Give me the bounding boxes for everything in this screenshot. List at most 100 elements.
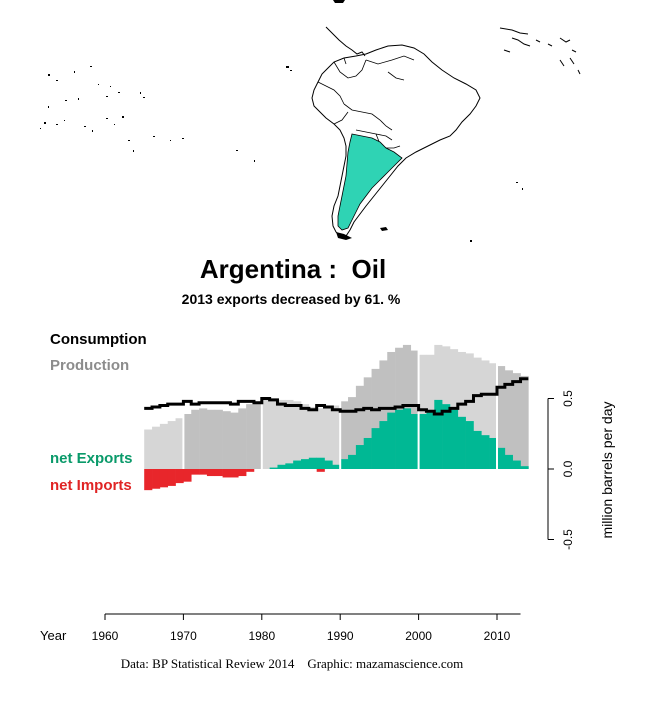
production-bar: [301, 404, 310, 469]
chart-title: Argentina : Oil: [200, 254, 386, 284]
production-bar: [238, 408, 247, 469]
net-imports-bar: [183, 469, 192, 482]
production-bar: [379, 360, 388, 469]
production-bar: [465, 353, 474, 469]
production-bar: [167, 421, 176, 469]
production-bar: [152, 426, 161, 469]
net-imports-bar: [175, 469, 184, 484]
production-bar: [293, 401, 302, 469]
net-imports-bar: [246, 469, 255, 472]
net-exports-bar: [473, 430, 482, 469]
production-bar: [520, 375, 529, 469]
production-bar: [285, 399, 294, 469]
x-axis: 1960 1970 1980 1990 2000 2010: [92, 613, 521, 643]
y-tick-label: 0.5: [561, 390, 575, 407]
net-exports-bar: [324, 460, 333, 469]
chart-subtitle: 2013 exports decreased by 61. %: [182, 291, 401, 307]
net-exports-bar: [379, 421, 388, 469]
net-exports-bar: [277, 464, 286, 469]
net-exports-bar: [418, 414, 427, 469]
net-imports-bar: [144, 469, 153, 491]
production-bar: [418, 354, 427, 469]
production-bar: [489, 363, 498, 469]
top-title-fragment: [333, 0, 345, 3]
production-bar: [222, 411, 231, 469]
production-bar: [206, 409, 216, 469]
legend-consumption: Consumption: [50, 331, 147, 348]
falkland-islands: [380, 227, 388, 231]
net-exports-bar: [489, 437, 498, 469]
legend-production: Production: [50, 357, 129, 374]
x-tick-label: 2010: [484, 629, 511, 643]
production-bar: [410, 350, 419, 469]
central-america: [325, 26, 366, 57]
net-exports-bar: [316, 457, 325, 469]
production-bar: [175, 418, 184, 469]
production-bar: [277, 399, 286, 469]
tierra-del-fuego: [336, 232, 352, 240]
production-bar: [363, 377, 372, 469]
net-exports-bar: [371, 428, 380, 469]
net-exports-bar: [465, 421, 474, 469]
net-exports-bar: [481, 435, 490, 469]
net-exports-bar: [504, 454, 513, 469]
production-bar: [183, 414, 192, 469]
production-bar: [387, 351, 396, 469]
production-bar: [230, 412, 239, 469]
consumption-line: [144, 377, 529, 416]
net-exports-bar: [426, 412, 435, 469]
production-bar: [246, 404, 255, 469]
caribbean-islands: [499, 27, 581, 75]
production-bar: [473, 357, 482, 469]
net-exports-bar: [512, 460, 521, 469]
x-axis-label: Year: [40, 628, 67, 643]
net-exports-bar: [332, 464, 341, 469]
production-bar: [316, 408, 325, 469]
x-tick-label: 1960: [92, 629, 119, 643]
net-imports-bar: [222, 469, 231, 478]
net-exports-bar: [340, 459, 349, 469]
net-exports-bar: [497, 447, 506, 469]
net-exports-bar: [348, 454, 357, 469]
production-bar: [261, 399, 270, 469]
production-bar: [348, 397, 357, 469]
legend-net-exports: net Exports: [50, 450, 133, 467]
net-exports-bar: [363, 437, 372, 469]
production-bar: [159, 423, 169, 469]
locator-map: [40, 0, 581, 242]
net-imports-bar: [214, 469, 223, 477]
net-exports-bar: [520, 466, 529, 469]
net-imports-bar: [316, 469, 325, 472]
net-exports-bar: [301, 459, 310, 469]
net-imports-bar: [230, 469, 239, 478]
x-tick-label: 1990: [327, 629, 354, 643]
net-imports-bar: [238, 469, 247, 477]
legend-net-imports: net Imports: [50, 477, 132, 494]
production-bar: [214, 409, 223, 469]
net-exports-bar: [355, 445, 365, 469]
y-axis-label: million barrels per day: [599, 402, 615, 539]
net-imports-bars: [144, 469, 325, 491]
y-tick-label: -0.5: [561, 529, 575, 550]
production-bar: [199, 408, 208, 469]
production-bar: [191, 409, 200, 469]
pacific-islands: [40, 66, 523, 242]
production-bar: [324, 406, 333, 469]
production-bar: [340, 401, 349, 469]
y-tick-label: 0.0: [561, 460, 575, 477]
production-bar: [355, 385, 365, 469]
x-tick-label: 1970: [170, 629, 197, 643]
net-imports-bar: [199, 469, 208, 475]
net-exports-bar: [449, 409, 459, 469]
x-tick-label: 2000: [405, 629, 432, 643]
net-imports-bar: [191, 469, 200, 475]
x-tick-label: 1980: [248, 629, 275, 643]
production-bar: [144, 429, 153, 469]
production-bar: [504, 370, 513, 469]
net-exports-bar: [410, 414, 419, 469]
production-bar: [308, 406, 317, 469]
net-imports-bar: [159, 469, 169, 488]
net-exports-bars: [269, 399, 529, 469]
production-bar: [371, 368, 380, 469]
